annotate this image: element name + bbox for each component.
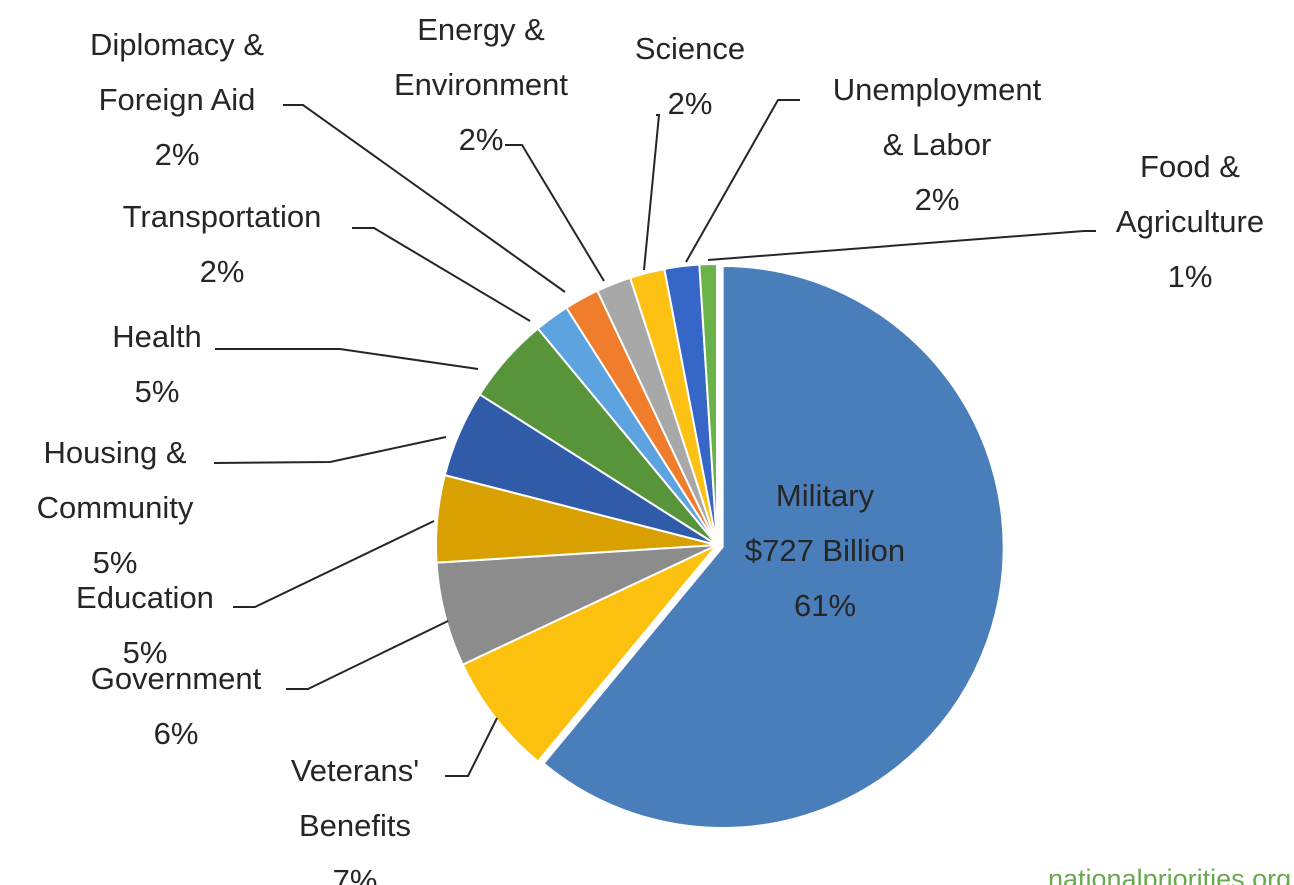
slice-label-food: Food & Agriculture 1% [1116, 149, 1264, 294]
slice-label-line: Science [635, 31, 745, 66]
slice-label-military: Military $727 Billion 61% [745, 478, 905, 623]
slice-label-line: 2% [915, 182, 960, 217]
slice-label-health: Health 5% [112, 319, 202, 409]
slice-label-line: 2% [459, 122, 504, 157]
slice-label-line: Military [776, 478, 875, 513]
leader-line-diplomacy [283, 104, 566, 293]
leader-line-health [215, 348, 479, 370]
slice-label-transportation: Transportation 2% [123, 199, 322, 289]
slice-label-veterans: Veterans' Benefits 7% [291, 753, 419, 885]
leader-line-education [233, 520, 435, 608]
slice-label-housing: Housing & Community 5% [37, 435, 194, 580]
slice-label-line: Education [76, 580, 214, 615]
slice-label-line: Housing & [43, 435, 186, 470]
slice-label-line: 7% [333, 863, 378, 885]
slice-labels: Military $727 Billion 61% Veterans' Benefits… [37, 12, 1264, 885]
slice-label-line: Food & [1140, 149, 1240, 184]
slice-label-line: 5% [123, 635, 168, 670]
slice-label-line: Diplomacy & [90, 27, 264, 62]
slice-label-line: $727 Billion [745, 533, 905, 568]
pie-slice-food [698, 262, 718, 546]
leader-line-transportation [352, 227, 531, 322]
slice-label-line: 5% [93, 545, 138, 580]
slice-label-line: Transportation [123, 199, 322, 234]
leader-line-government [286, 620, 449, 690]
slice-label-line: 1% [1168, 259, 1213, 294]
slice-label-line: 2% [200, 254, 245, 289]
slice-label-line: & Labor [883, 127, 992, 162]
slice-label-line: Foreign Aid [99, 82, 256, 117]
leader-lines [213, 99, 1096, 777]
leader-line-science [643, 114, 661, 271]
leader-line-unemployment [685, 99, 800, 263]
slice-label-line: 2% [155, 137, 200, 172]
slice-label-line: Environment [394, 67, 568, 102]
slice-label-government: Government 6% [91, 661, 262, 751]
slice-label-line: Veterans' [291, 753, 419, 788]
slice-label-line: Unemployment [833, 72, 1042, 107]
slice-label-line: 61% [794, 588, 856, 623]
slice-label-line: Benefits [299, 808, 411, 843]
slice-label-line: Government [91, 661, 262, 696]
slice-label-energy: Energy & Environment 2% [394, 12, 568, 157]
slice-label-line: 6% [154, 716, 199, 751]
slice-label-science: Science 2% [635, 31, 745, 121]
leader-line-food [707, 230, 1096, 261]
leader-line-energy [505, 144, 605, 282]
pie-slice-veterans [461, 544, 718, 763]
slice-label-line: Agriculture [1116, 204, 1264, 239]
slice-label-line: Health [112, 319, 202, 354]
pie-slices [435, 262, 1005, 830]
slice-label-line: Energy & [417, 12, 545, 47]
slice-label-diplomacy: Diplomacy & Foreign Aid 2% [90, 27, 264, 172]
slice-label-education: Education 5% [76, 580, 214, 670]
slice-label-line: Community [37, 490, 194, 525]
pie-slice-military [542, 265, 1005, 830]
leader-line-veterans [445, 717, 498, 777]
slice-label-line: 5% [135, 374, 180, 409]
slice-label-unemployment: Unemployment & Labor 2% [833, 72, 1042, 217]
watermark-text: nationalpriorities.org [1048, 864, 1291, 885]
leader-line-housing [213, 436, 447, 464]
slice-label-line: 2% [668, 86, 713, 121]
